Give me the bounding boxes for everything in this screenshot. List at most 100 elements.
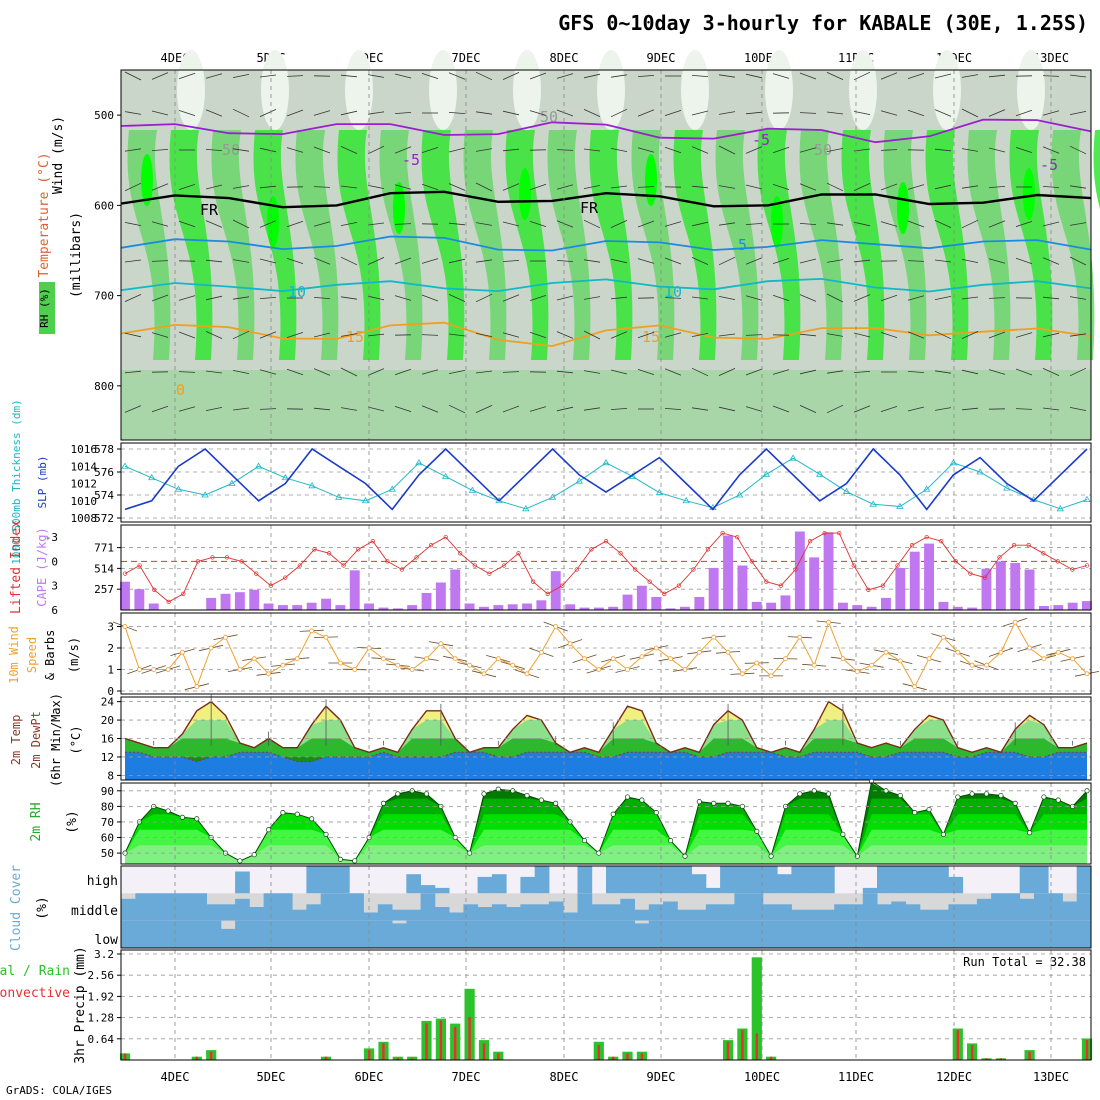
wind-barb	[259, 109, 277, 117]
cloud-cell	[820, 866, 835, 894]
wind-barb	[961, 108, 979, 118]
wind-speed-marker	[984, 662, 989, 668]
isotherm-5	[120, 235, 1092, 252]
cape-bar	[1010, 563, 1021, 610]
wind-barb	[259, 369, 277, 375]
rh-lower-band	[121, 370, 1091, 440]
wind-speed-marker	[797, 634, 803, 640]
wind-barb	[313, 110, 331, 116]
wind-speed-marker	[366, 645, 372, 651]
rh-marker	[668, 838, 674, 844]
lifted-index-marker	[953, 559, 958, 564]
wind-barb	[286, 109, 304, 117]
wind-barb	[502, 260, 520, 262]
wind-barb	[988, 369, 1006, 375]
wind-barb	[421, 183, 439, 191]
wind-barb	[718, 185, 736, 189]
cloud-cell	[449, 920, 464, 948]
wind-barb	[286, 147, 304, 153]
cape-bar	[1039, 606, 1049, 610]
cloud-cell	[206, 904, 222, 921]
wind-barb	[691, 110, 709, 116]
wind-barb	[583, 148, 601, 152]
wind-barb	[934, 184, 952, 190]
rh-band	[127, 130, 171, 360]
wind-speed-marker	[811, 662, 817, 668]
wind-barb	[556, 295, 574, 301]
cloud-cell	[663, 920, 678, 948]
wind-speed-marker	[754, 660, 760, 666]
rh-core	[1023, 168, 1035, 220]
wind-speed-marker	[165, 667, 171, 672]
cloud-cell	[734, 920, 750, 948]
wind-barb	[313, 332, 331, 338]
precip-axis-label: 3hr Precip (mm)	[73, 946, 88, 1063]
cloud-cell	[178, 920, 193, 948]
upper-air-frame	[120, 69, 1092, 441]
lifted-index-marker	[909, 543, 915, 548]
wind-speed-marker	[897, 658, 903, 664]
wind-speed-marker	[682, 667, 688, 672]
cloud-cell	[349, 893, 364, 921]
wind-barb	[961, 407, 979, 411]
cloud-cell	[591, 904, 607, 921]
lifted-index-marker	[705, 547, 711, 552]
cloud-cell	[705, 887, 721, 894]
cloud-cell	[720, 904, 735, 921]
rh-marker	[696, 799, 702, 805]
wind-barb	[637, 369, 655, 375]
wind-barb	[1069, 111, 1087, 115]
wind-barb	[637, 75, 655, 77]
date-label-bottom: 5DEC	[257, 1070, 286, 1084]
cloud-cell	[135, 893, 150, 921]
rh-frame	[120, 782, 1092, 865]
lifted-index-marker	[210, 555, 215, 560]
convective-precip-bar	[425, 1023, 428, 1060]
lifted-index-marker	[676, 583, 682, 588]
thickness-marker	[148, 473, 156, 481]
wind-speed-marker	[208, 645, 214, 651]
wind-speed-marker	[380, 656, 386, 662]
cloud-cell	[249, 920, 265, 948]
wind-barb	[1015, 368, 1033, 376]
wind-barb	[367, 74, 385, 78]
wind-barb	[610, 108, 628, 118]
lifted-index-marker	[603, 539, 609, 544]
wind-speed-marker	[1070, 656, 1075, 662]
wind-barb	[529, 406, 547, 412]
cloud-cell	[135, 920, 150, 948]
rh-marker	[165, 808, 171, 814]
wind-barb	[448, 370, 466, 374]
lifted-index-marker	[851, 563, 856, 568]
wind-barb	[826, 148, 844, 152]
wind-barb	[799, 223, 817, 225]
cloud-cell	[506, 907, 521, 921]
wind-barb	[367, 145, 385, 155]
wind-speed-marker	[854, 669, 860, 674]
chart-title: GFS 0~10day 3-hourly for KABALE (30E, 1.…	[558, 11, 1088, 35]
wind-barb	[988, 186, 1006, 188]
lifted-index-marker	[574, 567, 579, 572]
rh-marker	[323, 831, 329, 837]
cloud-cell	[1005, 920, 1021, 948]
thickness-marker	[335, 493, 343, 500]
wind-barb	[691, 146, 709, 154]
wind-barb	[988, 220, 1006, 228]
rh-marker	[912, 810, 918, 816]
pressure-tick-label: 500	[94, 109, 114, 122]
precip-tick-label: 3.2	[94, 948, 114, 961]
wind-barb	[907, 371, 925, 373]
cape-bar	[550, 571, 561, 610]
wind-barb	[178, 371, 196, 373]
wind-barb	[664, 146, 682, 154]
cape-bar	[780, 595, 791, 610]
lifted-index-marker	[822, 530, 827, 536]
wind-barb	[448, 333, 466, 337]
wind-speed-marker	[352, 667, 358, 672]
wind-barb	[232, 74, 250, 78]
wind-barb	[313, 407, 331, 411]
cape-bar	[134, 589, 145, 610]
wind-barb	[151, 72, 169, 80]
cape-bar	[206, 597, 217, 610]
wind-barb	[583, 219, 601, 229]
